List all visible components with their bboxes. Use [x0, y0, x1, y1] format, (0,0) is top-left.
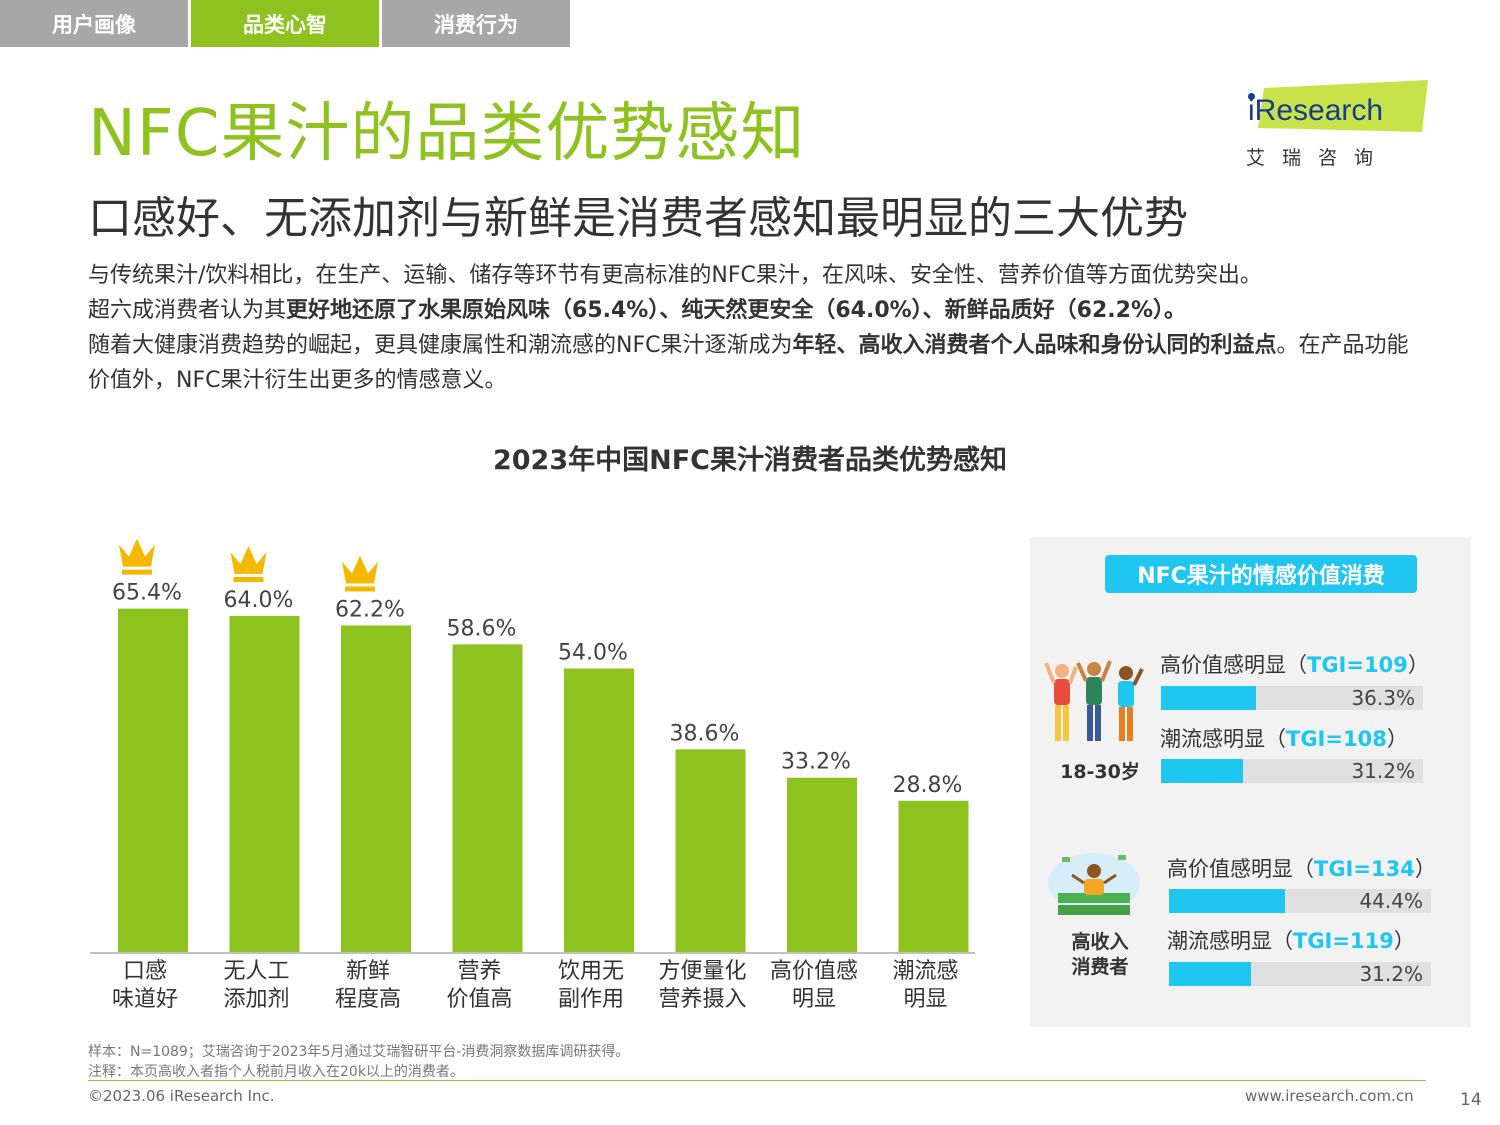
metric-close: ） [1386, 727, 1408, 751]
footer-url[interactable]: www.iresearch.com.cn [1245, 1087, 1414, 1105]
metric-tgi: TGI=109 [1307, 653, 1408, 677]
crown-icon [119, 538, 155, 575]
category-label: 明显 [792, 987, 836, 1012]
group-label-line: 高收入 [1071, 931, 1129, 953]
description-line-1: 与传统果汁/饮料相比，在生产、运输、储存等环节有更高标准的NFC果汁，在风味、安… [88, 263, 1262, 288]
high-income-money-icon [1048, 853, 1140, 915]
category-label: 明显 [903, 987, 947, 1012]
footer-divider [88, 1080, 1426, 1081]
group-label-young: 18-30岁 [1060, 761, 1140, 783]
bar-value-label: 58.6% [447, 616, 517, 641]
metric-value: 31.2% [1359, 962, 1423, 986]
metric-name: 潮流感明显（ [1160, 727, 1286, 751]
metric-tgi: TGI=119 [1293, 929, 1394, 953]
emotional-value-panel: NFC果汁的情感价值消费 18-30岁 高价值感明显（TGI=109） 36.3… [1030, 537, 1471, 1027]
metric-fill [1161, 686, 1257, 710]
desc-line3-bold: 年轻、高收入消费者个人品味和身份认同的利益点 [792, 333, 1277, 358]
metric-bar: 31.2% [1161, 759, 1423, 783]
metric-bar: 31.2% [1169, 962, 1431, 986]
bar-value-label: 28.8% [893, 773, 963, 798]
category-label: 营养 [457, 959, 501, 984]
page-title: NFC果汁的品类优势感知 [88, 97, 806, 171]
metric-bar: 44.4% [1169, 889, 1431, 913]
tab-user-portrait[interactable]: 用户画像 [0, 0, 188, 47]
tab-consumer-behavior[interactable]: 消费行为 [382, 0, 570, 47]
category-label: 添加剂 [223, 987, 289, 1012]
footnote-sample: 样本：N=1089；艾瑞咨询于2023年5月通过艾瑞智研平台-消费洞察数据库调研… [88, 1044, 630, 1060]
category-label: 无人工 [223, 959, 289, 984]
desc-line3-prefix: 随着大健康消费趋势的崛起，更具健康属性和潮流感的NFC果汁逐渐成为 [88, 333, 793, 358]
bar [675, 749, 746, 952]
page-subtitle: 口感好、无添加剂与新鲜是消费者感知最明显的三大优势 [88, 193, 1188, 244]
logo-banner-icon [1258, 80, 1428, 132]
crown-icon [342, 555, 378, 592]
iresearch-logo: iResearch 艾瑞咨询 [1238, 80, 1428, 170]
footnote-note: 注释：本页高收入者指个人税前月收入在20k以上的消费者。 [88, 1064, 464, 1080]
category-label: 味道好 [112, 987, 178, 1012]
desc-line2-bold: 更好地还原了水果原始风味（65.4%）、纯天然更安全（64.0%）、新鲜品质好（… [286, 298, 1186, 323]
metric-name: 潮流感明显（ [1167, 929, 1293, 953]
category-label: 营养摄入 [658, 987, 746, 1012]
bar-value-label: 33.2% [781, 750, 851, 775]
bar-value-label: 62.2% [335, 597, 405, 622]
description-line-2: 超六成消费者认为其更好地还原了水果原始风味（65.4%）、纯天然更安全（64.0… [88, 293, 1428, 328]
description-line-3: 随着大健康消费趋势的崛起，更具健康属性和潮流感的NFC果汁逐渐成为年轻、高收入消… [88, 328, 1428, 398]
top-tabs: 用户画像 品类心智 消费行为 [0, 0, 573, 47]
bar-value-label: 54.0% [558, 641, 628, 666]
desc-line2-prefix: 超六成消费者认为其 [88, 298, 287, 323]
chart-title: 2023年中国NFC果汁消费者品类优势感知 [492, 445, 1007, 476]
bar-value-label: 64.0% [224, 588, 294, 613]
category-label: 饮用无 [558, 959, 624, 984]
metric-close: ） [1407, 653, 1429, 677]
category-label: 口感 [123, 959, 167, 984]
metric-fill [1169, 889, 1286, 913]
group-label-high-income: 高收入 消费者 [1040, 930, 1160, 980]
category-label: 潮流感 [892, 959, 958, 984]
footer-copyright: ©2023.06 iResearch Inc. [88, 1087, 275, 1105]
category-label: 副作用 [558, 987, 624, 1012]
logo-wordmark: iResearch [1248, 94, 1384, 127]
group-label-line: 消费者 [1071, 956, 1129, 978]
metric-fill [1169, 962, 1251, 986]
metric-close: ） [1393, 929, 1415, 953]
panel-title: NFC果汁的情感价值消费 [1105, 555, 1417, 593]
category-label: 新鲜 [346, 959, 390, 984]
metric-label: 潮流感明显（TGI=108） [1160, 723, 1408, 753]
metric-name: 高价值感明显（ [1160, 653, 1307, 677]
crown-icon [230, 546, 267, 582]
category-label: 方便量化 [658, 959, 746, 984]
metric-name: 高价值感明显（ [1167, 857, 1314, 881]
metric-label: 高价值感明显（TGI=134） [1167, 853, 1436, 883]
metric-value: 36.3% [1351, 686, 1415, 710]
metric-value: 31.2% [1351, 759, 1415, 783]
bar [341, 625, 411, 952]
metric-value: 44.4% [1359, 889, 1423, 913]
metric-label: 高价值感明显（TGI=109） [1160, 649, 1429, 679]
metric-bar: 36.3% [1161, 686, 1423, 710]
metric-fill [1161, 759, 1243, 783]
bar [118, 608, 188, 952]
category-label: 程度高 [335, 987, 401, 1012]
bar-value-label: 65.4% [112, 581, 182, 606]
logo-chinese-name: 艾瑞咨询 [1246, 147, 1391, 169]
metric-tgi: TGI=134 [1314, 857, 1415, 881]
bar [787, 777, 857, 952]
tab-category-mindset[interactable]: 品类心智 [191, 0, 379, 47]
logo-dot-icon [1248, 93, 1255, 100]
category-label: 价值高 [446, 987, 512, 1012]
metric-label: 潮流感明显（TGI=119） [1167, 925, 1415, 955]
metric-close: ） [1414, 857, 1436, 881]
desc-line3-suffix: 。在产品功能价值外，NFC果汁衍生出更多的情感意义。 [88, 333, 1409, 393]
bar [452, 644, 523, 952]
page-number: 14 [1460, 1090, 1482, 1110]
metric-tgi: TGI=108 [1286, 727, 1387, 751]
description-text: 与传统果汁/饮料相比，在生产、运输、储存等环节有更高标准的NFC果汁，在风味、安… [88, 258, 1428, 398]
bar [564, 668, 634, 952]
young-people-dancing-icon [1044, 660, 1144, 741]
bar-value-label: 38.6% [670, 721, 740, 746]
category-label: 高价值感 [770, 959, 858, 984]
bar [229, 616, 300, 952]
bar [898, 800, 969, 952]
